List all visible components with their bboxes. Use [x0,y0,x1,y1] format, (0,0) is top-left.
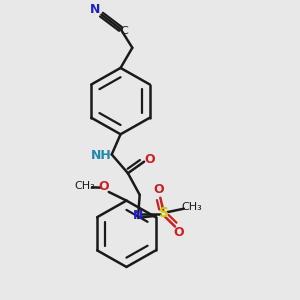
Text: S: S [159,206,169,220]
Text: N: N [90,3,100,16]
Text: O: O [98,180,109,193]
Text: NH: NH [91,149,112,162]
Text: CH₃: CH₃ [74,181,95,191]
Text: O: O [173,226,184,239]
Text: CH₃: CH₃ [182,202,202,212]
Text: N: N [133,209,143,222]
Text: O: O [144,153,155,166]
Text: O: O [154,183,164,196]
Text: C: C [120,26,128,36]
